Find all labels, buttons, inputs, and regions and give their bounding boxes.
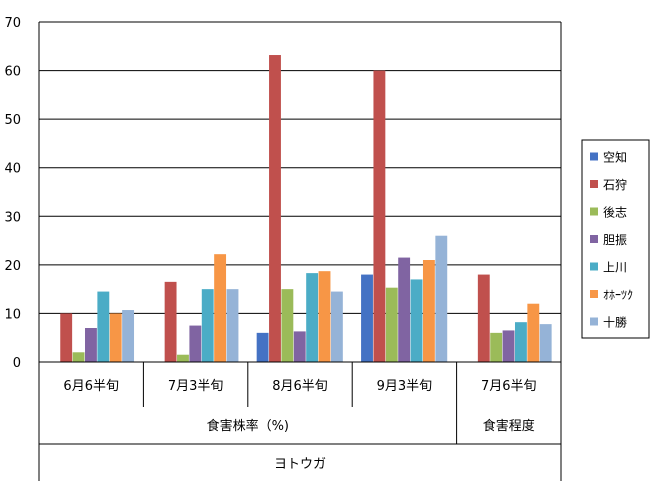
bar <box>85 328 97 362</box>
bar <box>97 291 110 362</box>
bar <box>477 274 490 362</box>
group-label-damage-degree: 食害程度 <box>483 418 535 434</box>
legend-label: 上川 <box>603 261 627 275</box>
legend-swatch <box>590 207 598 216</box>
y-tick-label: 10 <box>4 307 21 322</box>
bar <box>373 70 386 363</box>
bar <box>189 325 202 362</box>
bar <box>318 271 331 362</box>
legend-swatch <box>590 290 598 298</box>
bar <box>177 354 189 362</box>
legend-label: ｵﾎｰﾂｸ <box>603 288 633 302</box>
legend-label: 空知 <box>603 151 627 165</box>
bar <box>502 330 515 362</box>
bar <box>214 254 227 362</box>
bar <box>306 273 319 362</box>
bar <box>122 310 135 362</box>
bar <box>226 289 239 362</box>
bar <box>256 332 269 362</box>
legend-label: 十勝 <box>603 315 627 330</box>
bar <box>293 331 306 362</box>
bar <box>398 257 411 362</box>
category-label: 8月6半旬 <box>272 379 328 394</box>
y-tick-label: 30 <box>4 210 21 225</box>
bar <box>490 332 503 362</box>
x-axis-labels: 6月6半旬 7月3半旬 8月6半旬 9月3半旬 7月6半旬 食害株率（%) 食害… <box>63 379 536 472</box>
y-tick-label: 60 <box>4 65 21 80</box>
y-tick-label: 70 <box>4 16 21 31</box>
legend-label: 後志 <box>603 206 627 220</box>
bar <box>281 289 294 362</box>
bar <box>539 324 552 362</box>
outer-label-pest: ヨトウガ <box>274 457 326 472</box>
y-tick-label: 40 <box>4 162 21 177</box>
bar <box>109 313 122 362</box>
legend-swatch <box>590 235 598 243</box>
group-label-damage-rate: 食害株率（%) <box>207 418 289 434</box>
category-label: 7月6半旬 <box>481 379 537 394</box>
bar <box>422 260 435 362</box>
category-label: 7月3半旬 <box>168 379 224 394</box>
bar <box>410 279 423 362</box>
legend-swatch <box>590 262 598 271</box>
y-tick-label: 50 <box>4 113 21 128</box>
category-label: 6月6半旬 <box>63 379 119 394</box>
category-label: 9月3半旬 <box>377 379 433 394</box>
bar <box>60 313 73 362</box>
bar <box>435 235 448 362</box>
bar <box>385 287 398 362</box>
bar <box>330 291 343 362</box>
bar <box>72 352 85 362</box>
gridlines <box>39 21 561 314</box>
legend-swatch <box>590 180 598 188</box>
bar <box>269 55 281 363</box>
bar <box>361 274 373 362</box>
legend-swatch <box>590 152 598 161</box>
bar <box>514 322 527 362</box>
y-axis-ticks: 0 10 20 30 40 50 60 70 <box>4 16 21 371</box>
bar <box>527 303 540 362</box>
legend-label: 胆振 <box>603 233 627 247</box>
bars <box>60 55 552 363</box>
axes <box>38 21 562 481</box>
y-tick-label: 0 <box>13 356 21 371</box>
legend-label: 石狩 <box>603 177 627 192</box>
legend-swatch <box>590 317 598 326</box>
bar <box>201 289 214 362</box>
y-tick-label: 20 <box>4 259 21 274</box>
bar <box>164 281 177 362</box>
